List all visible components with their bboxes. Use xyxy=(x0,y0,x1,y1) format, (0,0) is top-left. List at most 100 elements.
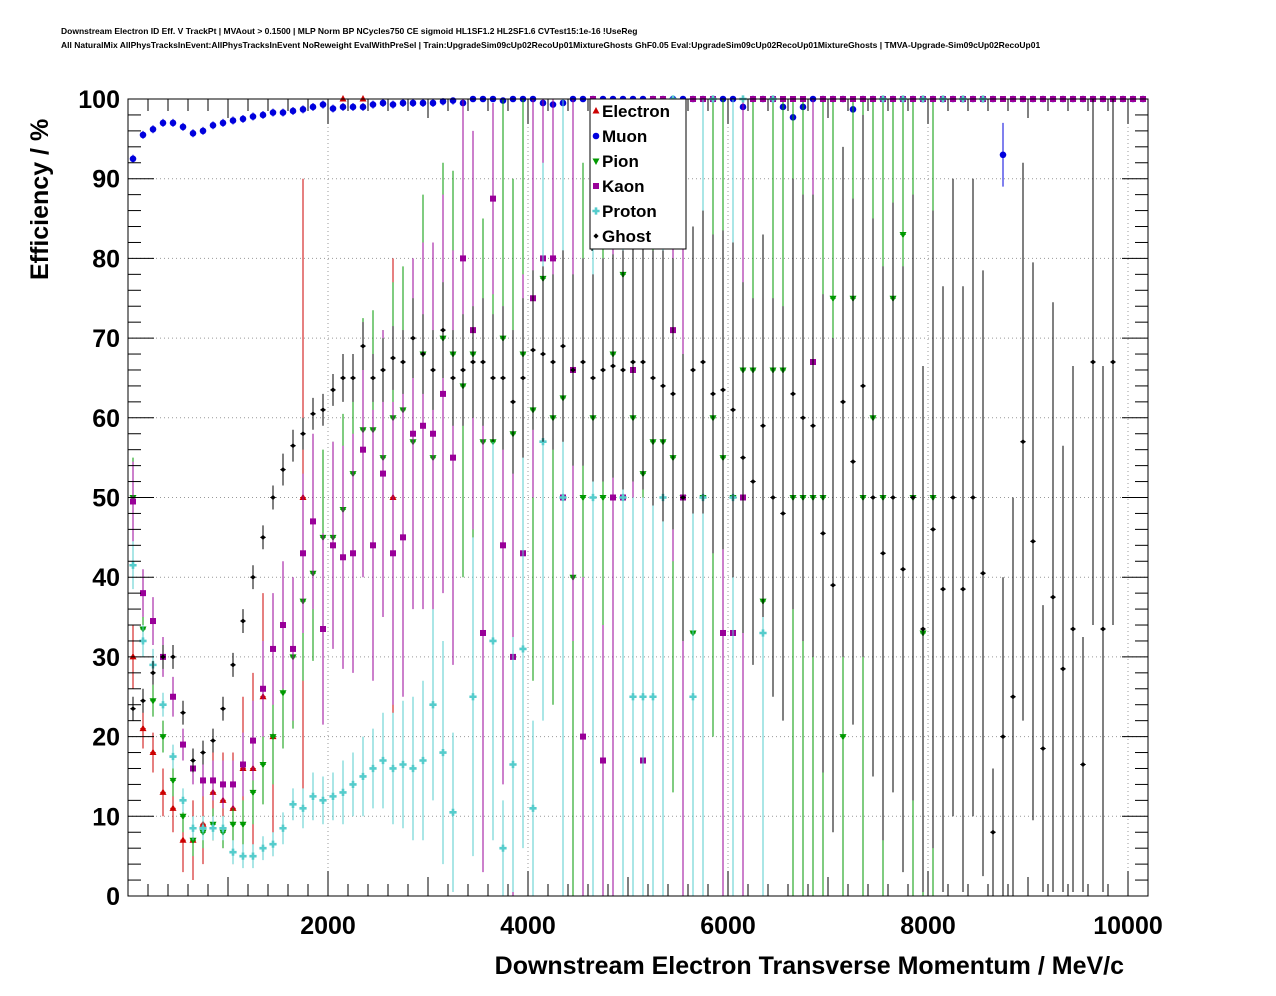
data-point xyxy=(550,255,556,262)
data-point xyxy=(299,804,307,812)
data-point xyxy=(990,829,996,835)
data-point xyxy=(689,693,697,701)
data-point xyxy=(280,622,286,629)
data-point xyxy=(890,494,896,501)
data-point xyxy=(360,446,366,453)
data-point xyxy=(139,131,147,139)
data-point xyxy=(900,566,906,572)
data-point xyxy=(409,99,417,107)
data-point xyxy=(840,399,846,405)
data-point xyxy=(830,582,836,588)
data-point xyxy=(449,808,457,816)
data-point xyxy=(839,734,847,741)
data-point xyxy=(1080,761,1086,768)
data-point xyxy=(319,101,327,108)
data-point xyxy=(610,363,616,369)
data-point xyxy=(560,343,566,349)
data-point xyxy=(159,119,167,127)
data-point xyxy=(499,844,507,852)
data-point xyxy=(429,701,437,709)
data-point xyxy=(760,423,766,429)
data-point xyxy=(1030,538,1036,544)
data-point xyxy=(229,117,237,124)
data-point xyxy=(149,748,157,756)
legend-label-muon: Muon xyxy=(602,127,647,146)
data-point xyxy=(349,103,357,111)
data-point xyxy=(279,824,287,832)
data-point xyxy=(510,399,516,405)
data-point xyxy=(629,693,637,701)
legend-label-electron: Electron xyxy=(602,102,670,121)
data-point xyxy=(250,574,256,580)
data-point xyxy=(239,115,247,123)
legend-marker-proton xyxy=(592,207,600,215)
x-tick-label: 10000 xyxy=(1093,912,1163,940)
data-point xyxy=(270,645,276,652)
grid-lines xyxy=(128,99,1148,896)
data-point xyxy=(179,836,187,843)
data-point xyxy=(360,343,366,349)
data-point xyxy=(399,760,407,769)
data-point xyxy=(700,359,706,365)
y-tick-label: 20 xyxy=(92,724,120,752)
legend: Electron Muon Pion Kaon Proton Ghost xyxy=(589,98,687,251)
legend-marker-kaon xyxy=(593,183,599,189)
data-point xyxy=(279,109,287,116)
data-point xyxy=(599,495,607,502)
data-point xyxy=(140,590,146,597)
data-point xyxy=(410,430,416,437)
data-point xyxy=(209,824,217,832)
data-point xyxy=(589,493,597,502)
data-point xyxy=(980,570,986,576)
data-point xyxy=(880,550,886,556)
chart-title-line-2: All NaturalMix AllPhysTracksInEvent:AllP… xyxy=(61,40,1041,50)
data-point xyxy=(169,119,177,127)
data-point xyxy=(169,777,177,785)
data-point xyxy=(129,155,137,163)
data-point xyxy=(339,103,347,111)
data-point xyxy=(150,618,156,625)
legend-marker-pion xyxy=(592,158,600,165)
data-point xyxy=(870,494,876,501)
data-point xyxy=(189,824,197,832)
data-points xyxy=(129,95,1147,896)
data-point xyxy=(260,534,266,540)
data-point xyxy=(179,796,187,804)
data-point xyxy=(730,407,736,413)
axes: 0 10 20 30 40 50 60 70 80 90 100 2000 4000 6000 8000 10… xyxy=(78,86,1162,940)
data-point xyxy=(630,359,636,365)
data-point xyxy=(460,367,466,373)
data-point xyxy=(159,701,167,709)
data-point xyxy=(540,351,546,357)
data-point xyxy=(220,706,226,712)
data-point xyxy=(1050,594,1056,600)
data-point xyxy=(940,586,946,592)
data-point xyxy=(230,662,236,668)
x-tick-label: 4000 xyxy=(500,912,556,940)
chart-title-line-1: Downstream Electron ID Eff. V TrackPt | … xyxy=(61,26,638,36)
data-point xyxy=(1110,359,1116,365)
data-point xyxy=(469,693,477,701)
data-point xyxy=(169,804,177,811)
data-point xyxy=(410,335,416,341)
data-point xyxy=(670,391,676,397)
data-point xyxy=(999,151,1007,159)
data-point xyxy=(180,710,186,716)
data-point xyxy=(269,734,277,741)
data-point xyxy=(289,800,297,808)
y-tick-label: 50 xyxy=(92,485,120,513)
data-point xyxy=(239,852,247,860)
data-point xyxy=(570,367,576,373)
data-point xyxy=(259,761,267,769)
data-point xyxy=(159,734,167,741)
x-tick-label: 2000 xyxy=(300,912,356,940)
data-point xyxy=(390,550,396,557)
data-point xyxy=(359,103,367,111)
x-tick-label: 6000 xyxy=(700,912,756,940)
data-point xyxy=(490,195,496,202)
data-point xyxy=(430,367,436,373)
data-point xyxy=(269,840,277,848)
data-point xyxy=(470,359,476,365)
data-point xyxy=(350,550,356,557)
